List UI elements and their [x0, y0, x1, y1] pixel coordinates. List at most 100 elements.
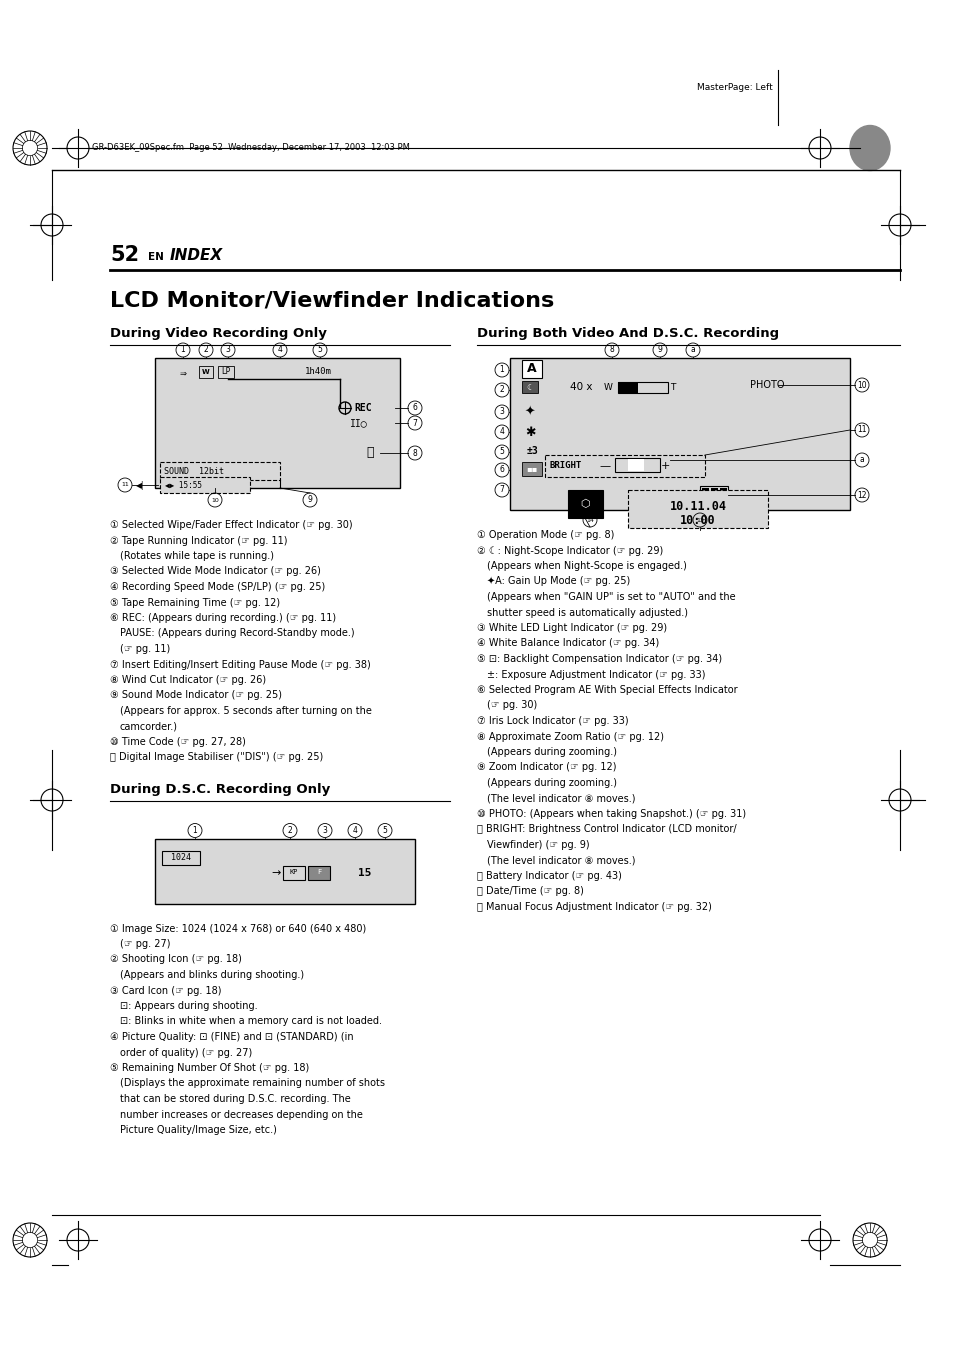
Text: 🌀: 🌀 [366, 446, 374, 459]
Text: 5: 5 [317, 346, 322, 354]
Text: ⑭ Manual Focus Adjustment Indicator (☞ pg. 32): ⑭ Manual Focus Adjustment Indicator (☞ p… [476, 902, 711, 912]
Text: 2: 2 [499, 385, 504, 394]
Text: T: T [670, 382, 675, 392]
Text: During Video Recording Only: During Video Recording Only [110, 327, 327, 339]
Text: ⑤ ⊡: Backlight Compensation Indicator (☞ pg. 34): ⑤ ⊡: Backlight Compensation Indicator (☞… [476, 654, 721, 663]
Bar [521, 443, 543, 459]
Bar [618, 382, 667, 393]
Text: ⊡: Appears during shooting.: ⊡: Appears during shooting. [120, 1001, 257, 1011]
Text: 52: 52 [110, 245, 139, 265]
Text: ② Shooting Icon (☞ pg. 18): ② Shooting Icon (☞ pg. 18) [110, 955, 242, 965]
Bar [720, 488, 726, 496]
Text: ⑤ Tape Remaining Time (☞ pg. 12): ⑤ Tape Remaining Time (☞ pg. 12) [110, 597, 280, 608]
Text: 4: 4 [499, 427, 504, 436]
Bar [160, 477, 250, 493]
Text: KP: KP [290, 870, 298, 875]
Bar [521, 381, 537, 393]
Text: (Appears and blinks during shooting.): (Appears and blinks during shooting.) [120, 970, 304, 979]
Bar [510, 358, 849, 509]
Text: 10: 10 [857, 381, 866, 389]
Text: 8: 8 [609, 346, 614, 354]
Text: (☞ pg. 30): (☞ pg. 30) [486, 701, 537, 711]
Text: ⑦ Insert Editing/Insert Editing Pause Mode (☞ pg. 38): ⑦ Insert Editing/Insert Editing Pause Mo… [110, 659, 371, 670]
Text: 40 x: 40 x [569, 382, 592, 392]
Text: W: W [202, 369, 210, 376]
Text: ① Operation Mode (☞ pg. 8): ① Operation Mode (☞ pg. 8) [476, 530, 614, 540]
Text: MasterPage: Left: MasterPage: Left [697, 84, 772, 92]
Text: W: W [603, 382, 612, 392]
Text: ⑧ Approximate Zoom Ratio (☞ pg. 12): ⑧ Approximate Zoom Ratio (☞ pg. 12) [476, 731, 663, 742]
Text: 7: 7 [412, 419, 417, 427]
Bar [700, 486, 727, 499]
Text: +: + [659, 461, 669, 471]
Text: (Appears when Night-Scope is engaged.): (Appears when Night-Scope is engaged.) [486, 561, 686, 571]
Text: (The level indicator ⑧ moves.): (The level indicator ⑧ moves.) [486, 793, 635, 804]
Text: 3: 3 [225, 346, 231, 354]
Bar [615, 458, 659, 471]
Bar [618, 382, 638, 393]
Text: 9: 9 [307, 496, 313, 504]
Bar [701, 488, 708, 496]
Text: 3: 3 [322, 825, 327, 835]
Text: Picture Quality/Image Size, etc.): Picture Quality/Image Size, etc.) [120, 1125, 276, 1135]
Text: ✱: ✱ [524, 426, 535, 439]
Text: 13: 13 [696, 517, 703, 523]
Text: REC: REC [354, 403, 372, 413]
Text: →: → [271, 869, 280, 878]
Text: 1: 1 [180, 346, 185, 354]
Bar [160, 462, 280, 480]
Text: ⑥ REC: (Appears during recording.) (☞ pg. 11): ⑥ REC: (Appears during recording.) (☞ pg… [110, 613, 335, 623]
Text: INDEX: INDEX [170, 247, 223, 262]
Text: LCD Monitor/Viewfinder Indications: LCD Monitor/Viewfinder Indications [110, 290, 554, 309]
Text: 10:00: 10:00 [679, 515, 715, 527]
Bar [162, 851, 200, 865]
Text: 1h40m: 1h40m [304, 367, 331, 377]
Text: PHOTO: PHOTO [749, 380, 783, 390]
Text: ⇒: ⇒ [179, 369, 186, 377]
Text: GR-D63EK_09Spec.fm  Page 52  Wednesday, December 17, 2003  12:03 PM: GR-D63EK_09Spec.fm Page 52 Wednesday, De… [91, 143, 410, 153]
Ellipse shape [849, 126, 889, 170]
Polygon shape [154, 839, 415, 904]
Text: 5: 5 [382, 825, 387, 835]
Text: ⑪ Digital Image Stabiliser ("DIS") (☞ pg. 25): ⑪ Digital Image Stabiliser ("DIS") (☞ pg… [110, 753, 323, 762]
Text: LP: LP [221, 367, 231, 377]
Bar [544, 455, 704, 477]
Text: ③ White LED Light Indicator (☞ pg. 29): ③ White LED Light Indicator (☞ pg. 29) [476, 623, 666, 634]
Text: ✦: ✦ [524, 405, 535, 419]
Text: a: a [859, 455, 863, 465]
Text: (Appears when "GAIN UP" is set to "AUTO" and the: (Appears when "GAIN UP" is set to "AUTO"… [486, 592, 735, 603]
Bar [521, 359, 541, 378]
Text: shutter speed is automatically adjusted.): shutter speed is automatically adjusted.… [486, 608, 687, 617]
Text: 11: 11 [121, 482, 129, 488]
Text: 2: 2 [287, 825, 292, 835]
Text: ⑨ Zoom Indicator (☞ pg. 12): ⑨ Zoom Indicator (☞ pg. 12) [476, 762, 616, 773]
Text: ② ☾: Night-Scope Indicator (☞ pg. 29): ② ☾: Night-Scope Indicator (☞ pg. 29) [476, 546, 662, 555]
Text: that can be stored during D.S.C. recording. The: that can be stored during D.S.C. recordi… [120, 1094, 351, 1104]
Bar [218, 366, 233, 378]
Text: ⑫ Battery Indicator (☞ pg. 43): ⑫ Battery Indicator (☞ pg. 43) [476, 871, 621, 881]
Text: 14: 14 [585, 517, 594, 523]
Text: ⬡: ⬡ [579, 499, 589, 509]
Bar [710, 488, 718, 496]
Text: ① Selected Wipe/Fader Effect Indicator (☞ pg. 30): ① Selected Wipe/Fader Effect Indicator (… [110, 520, 353, 530]
Bar [567, 490, 602, 517]
Text: 9: 9 [657, 346, 661, 354]
Text: ⑪ BRIGHT: Brightness Control Indicator (LCD monitor/: ⑪ BRIGHT: Brightness Control Indicator (… [476, 824, 736, 835]
Text: ⑥ Selected Program AE With Special Effects Indicator: ⑥ Selected Program AE With Special Effec… [476, 685, 737, 694]
Text: 12: 12 [857, 490, 866, 500]
Text: 1: 1 [499, 366, 504, 374]
Text: ±: Exposure Adjustment Indicator (☞ pg. 33): ±: Exposure Adjustment Indicator (☞ pg. … [486, 670, 705, 680]
Text: number increases or decreases depending on the: number increases or decreases depending … [120, 1109, 362, 1120]
Text: order of quality) (☞ pg. 27): order of quality) (☞ pg. 27) [120, 1047, 252, 1058]
Text: 6: 6 [499, 466, 504, 474]
Text: Viewfinder) (☞ pg. 9): Viewfinder) (☞ pg. 9) [486, 840, 589, 850]
Text: ▪▪: ▪▪ [526, 465, 537, 473]
Text: (☞ pg. 11): (☞ pg. 11) [120, 644, 170, 654]
Text: ① Image Size: 1024 (1024 x 768) or 640 (640 x 480): ① Image Size: 1024 (1024 x 768) or 640 (… [110, 924, 366, 934]
Text: 5: 5 [499, 447, 504, 457]
Text: During Both Video And D.S.C. Recording: During Both Video And D.S.C. Recording [476, 327, 779, 339]
Text: 1: 1 [193, 825, 197, 835]
Text: 1024: 1024 [171, 852, 191, 862]
Text: SOUND  12bit: SOUND 12bit [164, 466, 224, 476]
Text: 3: 3 [499, 408, 504, 416]
